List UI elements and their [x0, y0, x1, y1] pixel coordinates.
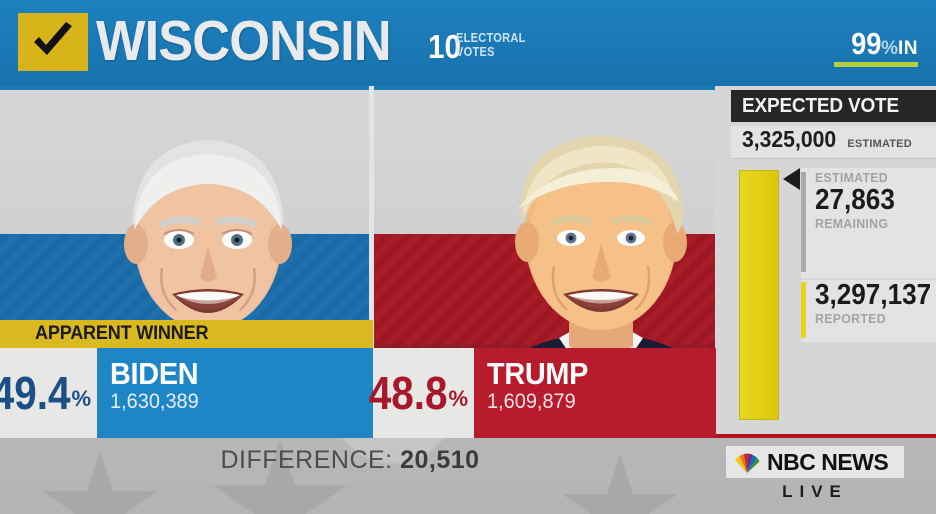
expected-vote-title: EXPECTED VOTE [742, 94, 899, 117]
percent-reporting: 99%IN [847, 26, 918, 62]
biden-side-strip-gold [0, 320, 25, 348]
trump-name-cell: TRUMP 1,609,879 [474, 348, 716, 438]
trump-percent-value: 48.8 [368, 367, 448, 419]
trump-percent-symbol: % [448, 386, 468, 411]
expected-vote-panel: EXPECTED VOTE 3,325,000 ESTIMATED ESTIMA… [715, 86, 936, 438]
result-row-biden: 49.4% BIDEN 1,630,389 [0, 348, 373, 438]
trump-votes: 1,609,879 [487, 390, 576, 413]
reported-value: 3,297,137 [815, 279, 932, 311]
apparent-winner-label: APPARENT WINNER [35, 323, 209, 344]
percent-symbol: % [881, 38, 898, 59]
biden-percent-symbol: % [71, 386, 91, 411]
remaining-value: 27,863 [815, 184, 895, 216]
footer-bar: DIFFERENCE: 20,510 NBC NEWS LIVE [0, 438, 936, 514]
electoral-votes-label: ELECTORAL VOTES [456, 31, 526, 59]
percent-in-label: IN [898, 38, 918, 59]
difference-readout: DIFFERENCE: 20,510 [0, 446, 700, 475]
expected-vote-title-bar: EXPECTED VOTE [731, 90, 936, 122]
reported-label: REPORTED [815, 311, 886, 326]
expected-vote-total-row: 3,325,000 ESTIMATED [731, 126, 936, 159]
check-icon [18, 13, 88, 71]
electoral-votes-label-line1: ELECTORAL [456, 30, 526, 45]
remaining-sub-label: ESTIMATED [815, 170, 889, 185]
biden-votes: 1,630,389 [110, 390, 199, 413]
nbc-news-text: NBC NEWS [767, 448, 889, 475]
expected-vote-total: 3,325,000 [742, 126, 837, 152]
apparent-winner-banner: APPARENT WINNER [25, 320, 373, 348]
remaining-label: REMAINING [815, 216, 889, 231]
expected-vote-total-label: ESTIMATED [847, 138, 912, 150]
reported-tick [801, 282, 806, 338]
electoral-votes-count: 10 [428, 28, 462, 65]
trump-percent-cell: 48.8% [369, 348, 474, 438]
header-bar: WISCONSIN 10 ELECTORAL VOTES 99%IN [0, 0, 936, 86]
remaining-tick [801, 172, 806, 272]
reported-text: 3,297,137 REPORTED [815, 279, 932, 327]
difference-value: 20,510 [400, 446, 480, 474]
nbc-peacock-icon [735, 453, 760, 473]
vote-bar-pointer-icon [783, 168, 800, 190]
percent-underline [834, 62, 918, 67]
difference-label: DIFFERENCE: [220, 446, 393, 474]
electoral-votes-label-line2: VOTES [456, 44, 495, 59]
remaining-block [801, 168, 936, 278]
biden-percent-cell: 49.4% [0, 348, 97, 438]
state-name: WISCONSIN [96, 9, 392, 73]
red-accent-strip [715, 434, 936, 438]
panel-divider [369, 86, 374, 438]
biden-percent-value: 49.4 [0, 367, 71, 419]
nbc-news-logo: NBC NEWS [726, 446, 904, 478]
biden-name-cell: BIDEN 1,630,389 [97, 348, 373, 438]
percent-reporting-value: 99 [850, 26, 882, 61]
biden-name: BIDEN [110, 356, 199, 391]
vote-bar-fill [739, 170, 779, 420]
reported-block [801, 280, 936, 342]
trump-name: TRUMP [487, 356, 589, 391]
result-row-trump: 48.8% TRUMP 1,609,879 [369, 348, 716, 438]
live-label: LIVE [782, 482, 848, 501]
remaining-text: ESTIMATED 27,863 REMAINING [815, 170, 930, 231]
